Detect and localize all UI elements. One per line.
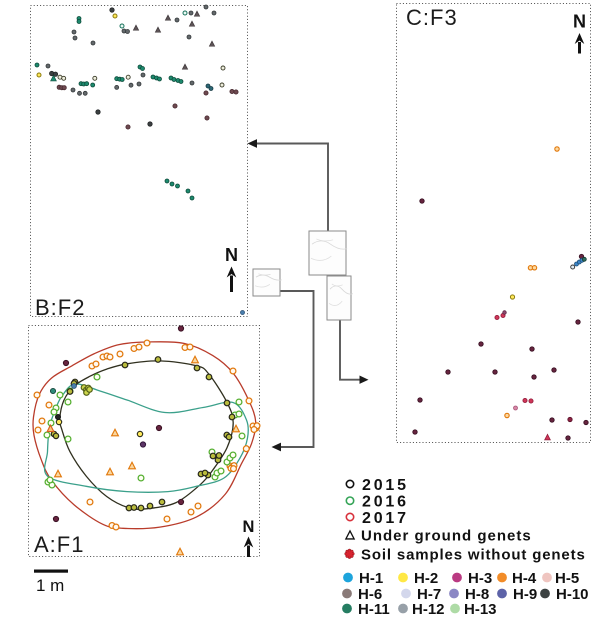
svg-text:H-4: H-4 — [512, 570, 537, 587]
svg-text:N: N — [243, 518, 255, 536]
svg-text:H-3: H-3 — [468, 570, 492, 587]
svg-text:H-7: H-7 — [417, 586, 441, 603]
svg-text:H-9: H-9 — [513, 586, 537, 603]
svg-text:H-1: H-1 — [359, 570, 383, 587]
svg-text:N: N — [573, 12, 586, 32]
svg-text:H-10: H-10 — [556, 586, 589, 603]
svg-text:A:F1: A:F1 — [34, 532, 84, 557]
svg-text:C:F3: C:F3 — [406, 5, 458, 30]
svg-text:2015: 2015 — [362, 477, 409, 494]
svg-text:Under ground genets: Under ground genets — [361, 528, 532, 545]
svg-text:B:F2: B:F2 — [35, 295, 85, 320]
svg-text:H-12: H-12 — [412, 601, 445, 618]
svg-text:H-6: H-6 — [358, 586, 382, 603]
svg-text:H-13: H-13 — [464, 601, 497, 618]
svg-text:N: N — [225, 245, 238, 265]
svg-text:H-5: H-5 — [555, 570, 579, 587]
svg-text:2017: 2017 — [362, 510, 409, 527]
svg-text:H-11: H-11 — [358, 601, 390, 618]
svg-text:H-2: H-2 — [414, 570, 438, 587]
svg-text:2016: 2016 — [362, 494, 409, 511]
svg-text:H-8: H-8 — [465, 586, 489, 603]
svg-text:1 m: 1 m — [36, 576, 64, 595]
svg-text:Soil samples without genets: Soil samples without genets — [361, 547, 586, 564]
